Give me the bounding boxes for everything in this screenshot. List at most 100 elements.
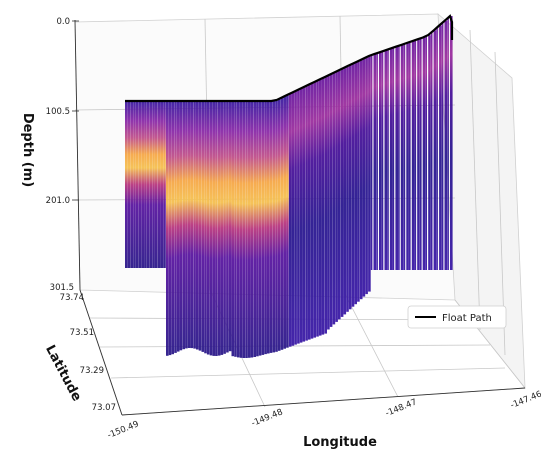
profile-bar — [346, 66, 349, 312]
profile-bar — [313, 82, 316, 338]
profile-bar — [439, 25, 442, 270]
profile-bar — [125, 101, 128, 268]
profile-bar — [343, 68, 347, 315]
profile-bar — [381, 51, 384, 270]
profile-bar — [398, 46, 400, 270]
z-tick-label: 201.0 — [46, 196, 70, 206]
profile-bar — [302, 87, 306, 342]
profile-bar — [450, 16, 453, 270]
profile-bar — [316, 81, 319, 337]
profile-bar — [190, 101, 194, 349]
legend-label: Float Path — [442, 313, 492, 324]
profile-bar — [171, 101, 174, 355]
x-tick-label: -147.46 — [509, 389, 541, 411]
legend: Float Path — [407, 305, 507, 329]
profile-bar — [441, 23, 444, 271]
profile-bar — [297, 90, 300, 344]
profile-bar — [245, 101, 248, 358]
y-tick-label: 73.74 — [60, 293, 84, 303]
profile-bar — [272, 101, 276, 353]
y-ticks: 73.74 73.51 73.29 73.07 — [60, 293, 116, 413]
profile-bar — [269, 101, 273, 353]
profile-bar — [368, 56, 371, 292]
profile-bar — [286, 95, 289, 348]
profile-bar — [253, 101, 256, 357]
profile-bar — [130, 101, 134, 268]
profile-bar — [425, 36, 427, 270]
profile-bar — [351, 64, 355, 307]
z-tick-label: 0.0 — [56, 17, 70, 27]
x-ticks: -150.49 -149.48 -148.47 -147.46 — [106, 389, 541, 441]
profile-bar — [155, 101, 158, 268]
profile-bar — [321, 78, 325, 335]
profile-bar — [204, 101, 207, 354]
x-axis-label: Longitude — [303, 435, 377, 450]
profile-bar — [258, 101, 262, 356]
profile-bar — [392, 47, 395, 270]
profile-bar — [226, 101, 229, 353]
profile-bar — [176, 101, 180, 352]
profile-bar — [411, 41, 415, 270]
axis-spines — [74, 19, 526, 416]
profile-bar — [348, 65, 352, 310]
x-tick-label: -149.48 — [250, 407, 284, 429]
profile-bar — [242, 101, 245, 358]
profile-bar — [133, 101, 136, 268]
profile-bar — [430, 32, 433, 270]
profile-bar — [239, 101, 243, 358]
profile-bar — [261, 101, 265, 355]
profile-bar — [338, 70, 341, 320]
profile-bar — [376, 53, 378, 271]
profile-bar — [152, 101, 155, 268]
profile-bar — [217, 101, 221, 356]
profile-bar — [329, 74, 333, 327]
profile-bar — [198, 101, 202, 351]
profile-bar — [379, 52, 382, 270]
z-axis-label: Depth (m) — [20, 113, 35, 187]
profile-bar — [250, 101, 254, 358]
profile-bar — [166, 101, 169, 356]
profile-bar — [370, 55, 373, 270]
profile-bar — [146, 101, 150, 268]
z-tick-label: 301.5 — [50, 283, 74, 293]
profile-bar — [406, 43, 409, 271]
profile-bar — [196, 101, 199, 350]
z-ticks: 0.0 100.5 201.0 301.5 — [46, 17, 79, 293]
profile-bar — [280, 98, 284, 350]
profile-bar — [247, 101, 251, 358]
profile-bar — [447, 18, 449, 271]
profile-bar — [291, 92, 295, 346]
profile-bar — [149, 101, 153, 268]
profile-bar — [332, 73, 336, 325]
profile-bar — [362, 58, 366, 297]
profile-bar — [417, 39, 420, 271]
profile-bar — [305, 86, 308, 341]
profile-bar — [395, 46, 398, 271]
profile-bar — [327, 75, 330, 330]
profile-bar — [256, 101, 259, 357]
profile-bar — [275, 100, 278, 352]
profile-bar — [267, 101, 270, 354]
profile-curtain — [125, 16, 453, 358]
profile-bar — [264, 101, 267, 355]
profile-bar — [299, 88, 303, 343]
profile-bar — [201, 101, 205, 352]
x-tick-label: -148.47 — [384, 397, 418, 419]
profile-bar — [168, 101, 172, 356]
y-tick-label: 73.07 — [92, 403, 116, 413]
profile-bar — [277, 99, 281, 351]
profile-bar — [160, 101, 164, 268]
profile-bar — [324, 77, 327, 334]
profile-bar — [318, 79, 322, 336]
profile-bar — [220, 101, 224, 355]
profile-bar — [389, 48, 393, 270]
profile-bar — [141, 101, 144, 268]
profile-bar — [283, 96, 286, 349]
profile-bar — [357, 61, 360, 302]
profile-bar — [182, 101, 185, 350]
profile-bar — [436, 28, 438, 270]
profile-bar — [157, 101, 161, 268]
profile-bar — [228, 101, 232, 352]
profile-bar — [354, 62, 357, 305]
